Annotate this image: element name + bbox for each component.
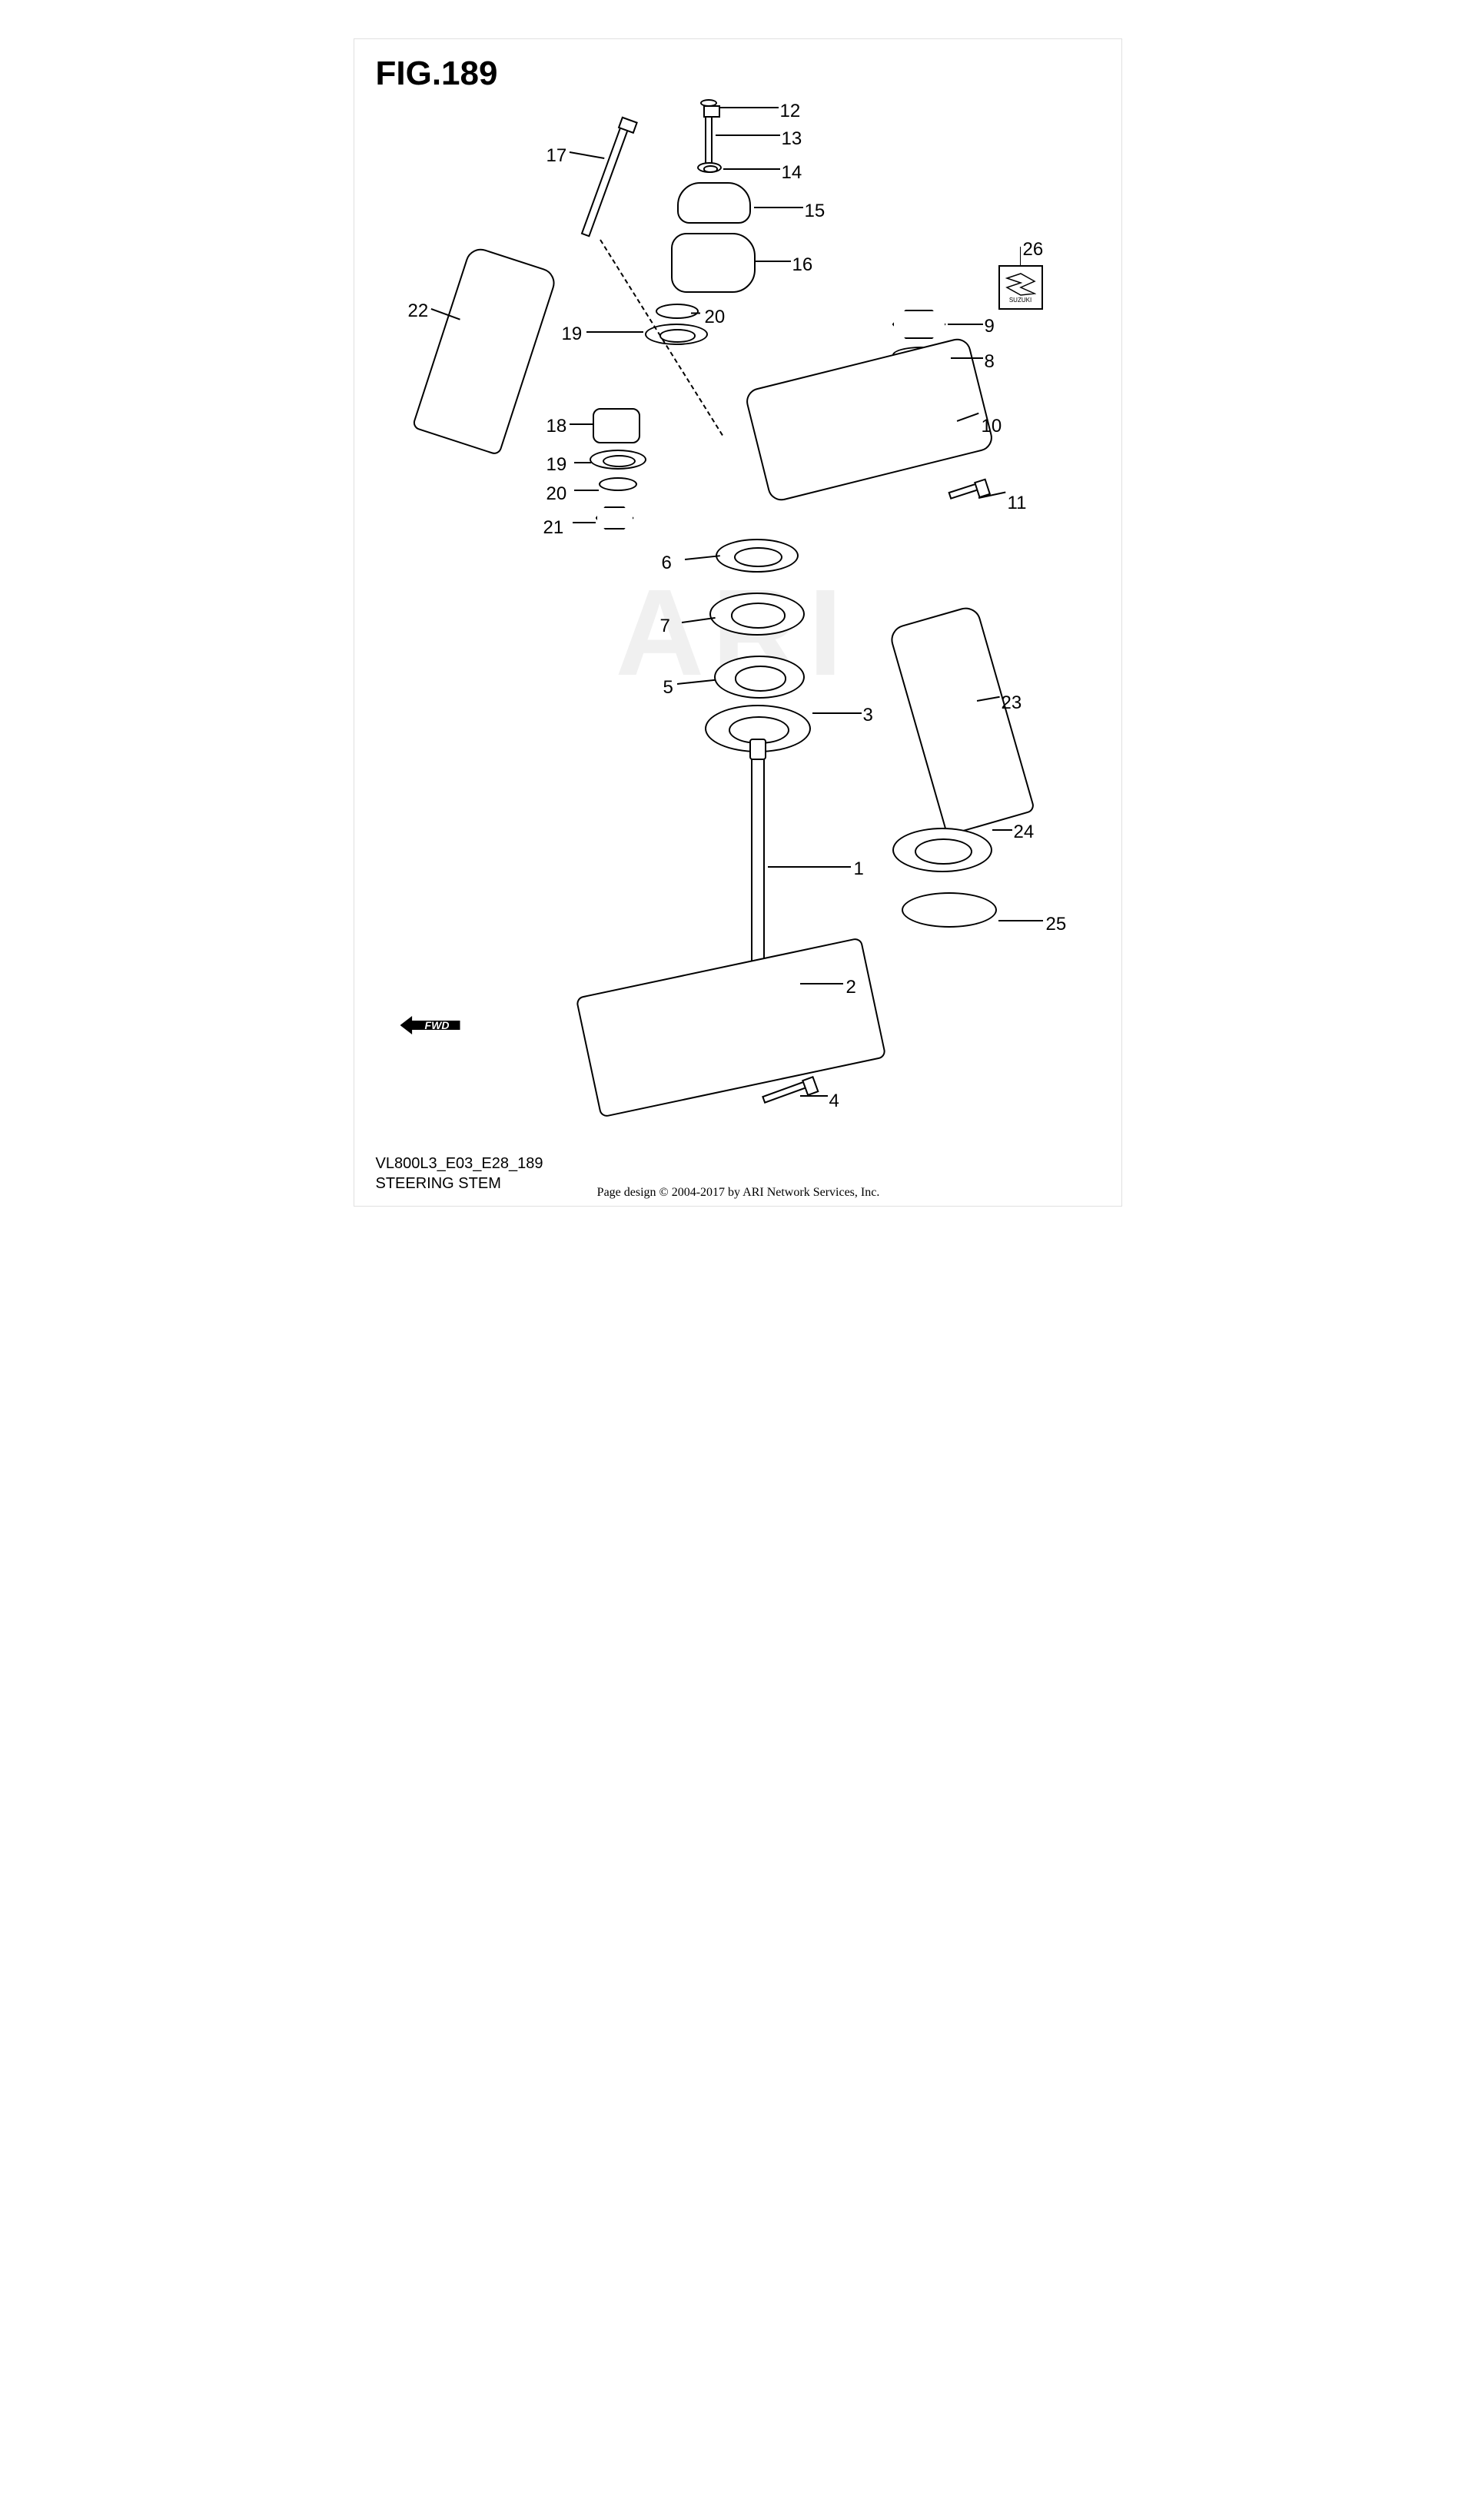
fork-cover-left (411, 245, 558, 457)
fork-cover-spacer-ring (902, 892, 997, 928)
callout-13: 13 (782, 128, 802, 150)
callout-20: 20 (705, 307, 726, 328)
lower-bracket-bolt (762, 1081, 808, 1104)
callout-17: 17 (546, 145, 567, 167)
callout-7: 7 (660, 616, 670, 637)
leader (756, 261, 791, 262)
lower-yoke-bracket (575, 937, 886, 1118)
leader (569, 151, 604, 158)
callout-9: 9 (985, 316, 995, 337)
callout-19b: 19 (546, 454, 567, 476)
copyright: Page design © 2004-2017 by ARI Network S… (354, 1186, 1123, 1200)
leader (754, 207, 803, 208)
callout-14: 14 (782, 162, 802, 184)
steering-stem-nut-ring (716, 539, 799, 573)
callout-2: 2 (846, 977, 856, 998)
callout-26: 26 (1023, 239, 1044, 261)
handlebar-riser-cap-bolt (705, 115, 713, 168)
leader (574, 490, 599, 491)
leader (998, 920, 1043, 921)
model-code: VL800L3_E03_E28_189 (376, 1154, 543, 1174)
leader (586, 331, 643, 333)
handlebar-holder-lower (671, 233, 756, 293)
callout-18: 18 (546, 416, 567, 437)
callout-12: 12 (780, 101, 801, 122)
upper-bearing (714, 656, 805, 699)
handlebar-holder-upper (677, 182, 751, 224)
callout-1: 1 (854, 858, 864, 880)
leader (570, 423, 593, 425)
steering-stem-lower-bracket-shaft (751, 752, 765, 975)
callout-19: 19 (562, 324, 583, 345)
leader (723, 168, 780, 170)
callout-23: 23 (1002, 692, 1022, 714)
dust-seal-upper (709, 593, 805, 636)
leader (948, 324, 983, 325)
handlebar-holder-bolt-long (580, 125, 629, 237)
leader (992, 829, 1012, 831)
page-container: FIG.189 ARI (354, 38, 1122, 1207)
diagram-area: ARI (354, 85, 1123, 1123)
leader (676, 679, 715, 685)
washer-small (656, 304, 699, 319)
fork-cover-lock-ring (892, 828, 992, 872)
leader (681, 617, 715, 623)
leader (1020, 247, 1022, 265)
callout-10: 10 (982, 416, 1002, 437)
callout-4: 4 (829, 1091, 839, 1112)
callout-25: 25 (1046, 914, 1067, 935)
callout-20b: 20 (546, 483, 567, 505)
callout-3: 3 (863, 705, 873, 726)
leader (684, 555, 719, 559)
callout-16: 16 (792, 254, 813, 276)
callout-6: 6 (662, 553, 672, 574)
leader (800, 1095, 828, 1097)
fork-cover-right (887, 604, 1035, 836)
leader (812, 712, 862, 714)
lock-washer (697, 162, 722, 173)
callout-15: 15 (805, 201, 826, 222)
stem-thread-tip (749, 739, 766, 760)
steering-stem-head-nut (892, 310, 946, 339)
fwd-label: FWD (425, 1019, 450, 1031)
callout-11: 11 (1008, 493, 1027, 514)
washer-small (599, 477, 637, 491)
callout-24: 24 (1014, 822, 1035, 843)
callout-21: 21 (543, 517, 564, 539)
suzuki-emblem: SUZUKI (998, 265, 1043, 310)
leader (951, 357, 983, 359)
callout-22: 22 (408, 300, 429, 322)
leader (573, 522, 596, 523)
nut-handlebar-holder (596, 506, 634, 530)
leader (574, 462, 591, 463)
upper-bracket-pinch-bolt (948, 483, 979, 500)
leader (800, 983, 843, 984)
fwd-arrow: FWD (400, 1014, 460, 1037)
leader (691, 313, 700, 314)
callout-8: 8 (985, 351, 995, 373)
damper-rubber (593, 408, 640, 443)
emblem-text: SUZUKI (1009, 297, 1032, 304)
callout-5: 5 (663, 677, 673, 699)
leader (719, 107, 779, 108)
leader (768, 866, 851, 868)
leader (716, 134, 780, 136)
washer (590, 450, 646, 470)
